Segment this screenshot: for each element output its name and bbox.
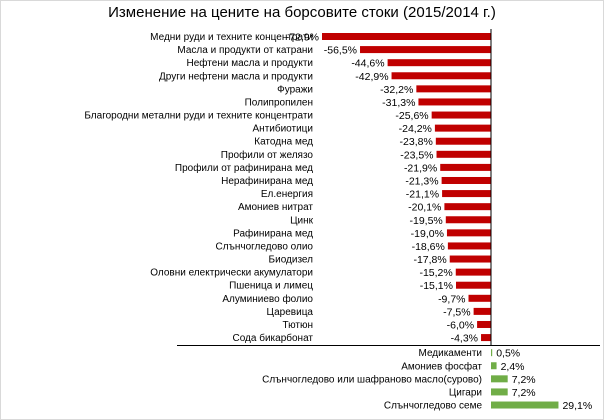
category-label: Полипропилен	[245, 97, 313, 108]
category-label: Цигари	[449, 387, 482, 398]
category-label: Фуражи	[277, 84, 313, 95]
value-label: -21,9%	[404, 162, 437, 174]
value-label: -4,3%	[451, 333, 478, 345]
bar	[491, 388, 508, 396]
category-label: Слънчогледово или шафраново масло(сурово…	[262, 373, 482, 385]
bar	[360, 46, 491, 54]
value-label: -56,5%	[324, 45, 357, 57]
category-label: Антибиотици	[253, 123, 314, 135]
category-label: Нефтени масла и продукти	[187, 57, 314, 69]
bar	[455, 281, 491, 289]
category-label: Слънчогледово олио	[216, 241, 314, 252]
category-label: Профили от рафинирана мед	[175, 162, 313, 174]
category-label: Медни руди и техните концентрати	[150, 32, 313, 43]
category-label: Алуминиево фолио	[222, 293, 313, 305]
value-label: 7,2%	[512, 387, 536, 399]
value-label: -19,5%	[410, 215, 443, 227]
value-label: -24,2%	[399, 123, 432, 135]
bar	[322, 33, 491, 40]
value-label: -25,6%	[395, 110, 428, 122]
value-label: -21,3%	[405, 175, 438, 187]
bar	[491, 362, 497, 370]
value-label: -19,0%	[411, 228, 444, 240]
bar	[440, 163, 491, 171]
value-label: -17,8%	[413, 254, 446, 266]
bar	[481, 334, 491, 342]
bar	[473, 307, 491, 315]
bar	[387, 59, 491, 67]
value-label: -18,6%	[412, 241, 445, 253]
category-label: Рафинирана мед	[233, 227, 313, 239]
bar	[436, 150, 491, 158]
bar	[447, 242, 491, 250]
bar	[442, 190, 491, 198]
bar	[416, 85, 491, 93]
value-label: -15,2%	[419, 267, 452, 279]
value-label: -44,6%	[351, 58, 384, 70]
bar	[491, 401, 559, 409]
category-label: Царевица	[267, 307, 314, 318]
value-label: 29,1%	[562, 400, 592, 412]
category-label: Профили от желязо	[221, 149, 314, 161]
value-label: -9,7%	[438, 293, 465, 305]
value-label: -7,5%	[443, 306, 470, 318]
value-label: -72,9%	[286, 32, 319, 44]
category-label: Сода бикарбонат	[232, 332, 313, 344]
category-label: Масла и продукти от катрани	[177, 45, 313, 56]
value-label: 0,5%	[496, 348, 520, 360]
category-label: Тютюн	[282, 320, 313, 331]
value-label: 7,2%	[512, 374, 536, 386]
category-label: Благородни метални руди и техните концен…	[84, 111, 313, 122]
value-label: -21,1%	[406, 189, 439, 201]
value-label: -31,3%	[382, 97, 415, 109]
category-label: Оловни електрически акумулатори	[150, 268, 313, 279]
category-label: Нерафинирана мед	[221, 175, 313, 187]
value-label: -32,2%	[380, 84, 413, 96]
value-label: -15,1%	[420, 280, 453, 292]
value-label: -42,9%	[355, 71, 388, 83]
category-label: Амониев фосфат	[401, 360, 482, 372]
bar	[446, 229, 491, 237]
bar	[445, 216, 491, 224]
bar	[491, 349, 493, 357]
bar	[491, 375, 508, 383]
category-label: Пшеница и лимец	[229, 281, 313, 292]
category-label: Слънчогледово семе	[384, 401, 483, 412]
bar	[431, 111, 491, 119]
bar	[435, 137, 491, 145]
bar	[455, 268, 491, 276]
category-label: Ел.енергия	[261, 189, 313, 200]
category-label: Биодизел	[269, 255, 314, 266]
value-label: -23,8%	[400, 136, 433, 148]
bar	[444, 203, 491, 211]
bar	[391, 72, 491, 80]
category-label: Амониев нитрат	[238, 202, 313, 213]
value-label: 2,4%	[501, 361, 525, 373]
category-label: Цинк	[290, 215, 314, 226]
value-label: -20,1%	[408, 202, 441, 214]
bar	[418, 98, 491, 106]
category-label: Катодна мед	[254, 137, 313, 148]
bar	[468, 294, 491, 302]
category-label: Медикаменти	[419, 348, 483, 359]
category-label: Други нефтени масла и продукти	[159, 70, 313, 82]
value-label: -23,5%	[400, 149, 433, 161]
bar	[477, 320, 491, 328]
bar	[434, 124, 491, 132]
bar	[441, 176, 491, 184]
bar	[449, 255, 491, 263]
chart-title: Изменение на цените на борсовите стоки (…	[108, 4, 496, 21]
value-label: -6,0%	[447, 319, 474, 331]
